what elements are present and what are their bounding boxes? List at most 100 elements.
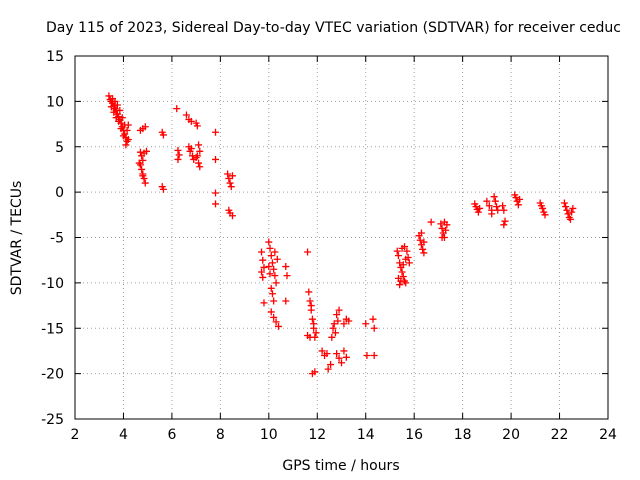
data-point: [569, 204, 577, 212]
data-point: [259, 273, 267, 281]
data-point: [399, 261, 407, 269]
data-point: [438, 234, 446, 241]
data-point: [501, 217, 509, 225]
data-point: [112, 114, 120, 122]
data-point: [493, 203, 501, 211]
x-tick-label: 24: [599, 427, 617, 443]
data-point: [402, 255, 410, 263]
data-point: [282, 297, 290, 305]
data-point: [268, 290, 276, 298]
data-point: [173, 105, 181, 113]
data-point: [370, 324, 378, 332]
data-point: [124, 121, 132, 129]
data-point: [105, 92, 113, 100]
data-point: [306, 297, 314, 305]
data-point: [265, 238, 273, 246]
data-point: [402, 279, 410, 287]
data-point: [329, 324, 337, 332]
data-point: [266, 270, 274, 278]
data-point: [228, 212, 236, 220]
data-point: [338, 359, 345, 367]
data-point: [494, 206, 502, 214]
y-tick-label: -25: [41, 412, 64, 428]
data-point: [324, 365, 332, 373]
data-point: [122, 141, 130, 149]
data-point: [195, 159, 203, 167]
x-tick-label: 4: [119, 427, 128, 443]
chart-title: Day 115 of 2023, Sidereal Day-to-day VTE…: [46, 20, 621, 36]
data-point: [273, 255, 281, 263]
data-point: [340, 347, 348, 355]
data-point: [271, 272, 279, 280]
x-tick-label: 22: [551, 427, 569, 443]
data-point: [267, 284, 275, 292]
data-point: [193, 122, 201, 130]
data-point: [270, 297, 278, 305]
data-point: [397, 277, 405, 285]
data-point: [340, 320, 348, 328]
x-tick-label: 14: [357, 427, 375, 443]
data-point: [141, 179, 149, 187]
x-tick-label: 16: [405, 427, 423, 443]
data-point: [119, 132, 127, 140]
data-point: [491, 197, 499, 205]
data-point: [136, 148, 144, 156]
data-point: [275, 322, 283, 330]
y-tick-label: -20: [41, 367, 64, 383]
data-point: [420, 249, 428, 257]
y-tick-label: 5: [55, 140, 64, 156]
data-point: [268, 259, 276, 267]
data-point: [512, 194, 520, 202]
x-tick-label: 8: [216, 427, 225, 443]
data-points: [105, 92, 577, 378]
axis-ticks: [74, 55, 609, 420]
data-point: [123, 126, 131, 134]
data-point: [562, 203, 570, 211]
data-point: [260, 263, 268, 271]
data-point: [187, 117, 195, 125]
data-point: [417, 229, 425, 237]
data-point: [228, 172, 236, 180]
data-point: [138, 165, 146, 173]
data-point: [135, 159, 143, 167]
data-point: [485, 202, 493, 210]
data-point: [139, 172, 147, 180]
data-point: [563, 206, 571, 214]
data-point: [345, 317, 353, 325]
data-point: [328, 333, 336, 341]
data-point: [224, 170, 232, 178]
data-point: [124, 135, 132, 143]
data-point: [514, 201, 522, 209]
data-point: [117, 125, 125, 133]
data-point: [440, 218, 448, 226]
y-tick-label: 10: [46, 94, 64, 110]
data-point: [187, 145, 195, 153]
data-point: [258, 268, 266, 276]
data-point: [398, 268, 406, 276]
data-point: [116, 106, 124, 114]
data-point: [560, 199, 568, 207]
data-point: [111, 97, 119, 105]
x-tick-label: 6: [167, 427, 176, 443]
data-point: [438, 224, 446, 232]
data-point: [267, 308, 275, 316]
data-point: [400, 243, 408, 251]
grid-lines: [75, 56, 608, 419]
data-point: [335, 354, 343, 362]
data-point: [393, 247, 401, 255]
data-point: [474, 208, 482, 216]
data-point: [196, 163, 204, 171]
data-point: [107, 103, 115, 111]
data-point: [141, 123, 149, 131]
data-point: [192, 154, 200, 162]
data-point: [363, 351, 371, 359]
data-point: [499, 202, 507, 210]
data-point: [330, 320, 338, 328]
data-point: [323, 350, 331, 358]
data-point: [516, 195, 524, 203]
data-point: [476, 204, 484, 212]
data-point: [394, 252, 402, 260]
data-point: [174, 155, 182, 163]
data-point: [212, 189, 220, 197]
